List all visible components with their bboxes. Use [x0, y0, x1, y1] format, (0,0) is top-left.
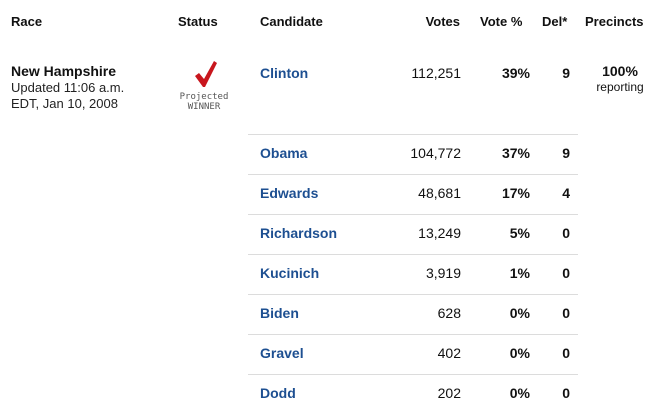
- candidate-delegates: 0: [562, 305, 570, 321]
- candidate-votes: 13,249: [418, 225, 461, 241]
- candidate-name-link[interactable]: Obama: [260, 145, 308, 161]
- candidate-delegates: 4: [562, 185, 570, 201]
- candidate-name-link[interactable]: Edwards: [260, 185, 319, 201]
- candidate-vote-pct: 39%: [501, 65, 530, 81]
- candidate-votes: 402: [437, 345, 461, 361]
- checkmark-icon: [195, 61, 217, 87]
- header-status: Status: [178, 14, 218, 29]
- candidate-vote-pct: 5%: [509, 225, 530, 241]
- row-separator: [248, 254, 578, 255]
- row-separator: [248, 214, 578, 215]
- status-text: Projected WINNER: [170, 92, 238, 112]
- row-separator: [248, 294, 578, 295]
- candidate-vote-pct: 0%: [509, 385, 530, 401]
- candidate-vote-pct: 0%: [509, 305, 530, 321]
- candidate-vote-pct: 37%: [501, 145, 530, 161]
- header-candidate: Candidate: [260, 14, 323, 29]
- candidate-name-link[interactable]: Dodd: [260, 385, 296, 401]
- candidate-delegates: 0: [562, 385, 570, 401]
- candidate-name-link[interactable]: Richardson: [260, 225, 338, 241]
- row-separator: [248, 374, 578, 375]
- candidate-delegates: 0: [562, 225, 570, 241]
- candidate-votes: 104,772: [410, 145, 461, 161]
- candidate-delegates: 0: [562, 345, 570, 361]
- candidate-votes: 202: [437, 385, 461, 401]
- row-separator: [248, 174, 578, 175]
- candidate-vote-pct: 0%: [509, 345, 530, 361]
- candidate-vote-pct: 17%: [501, 185, 530, 201]
- candidate-name-link[interactable]: Biden: [260, 305, 299, 321]
- candidate-delegates: 9: [562, 65, 570, 81]
- precincts-info: 100% reporting: [585, 63, 655, 94]
- row-separator: [248, 334, 578, 335]
- precincts-pct: 100%: [602, 63, 638, 79]
- status-winner: WINNER: [187, 102, 221, 112]
- candidate-votes: 112,251: [411, 65, 461, 81]
- precincts-label: reporting: [596, 80, 644, 94]
- projected-winner-badge: Projected WINNER: [170, 58, 238, 118]
- candidate-votes: 48,681: [418, 185, 461, 201]
- race-updated-line1: Updated 11:06 a.m.: [11, 80, 125, 95]
- candidate-votes: 3,919: [425, 265, 461, 281]
- header-race: Race: [11, 14, 43, 29]
- candidate-delegates: 9: [562, 145, 570, 161]
- header-precincts: Precincts: [585, 14, 644, 29]
- candidate-name-link[interactable]: Gravel: [260, 345, 304, 361]
- race-name: New Hampshire: [11, 63, 117, 79]
- candidate-name-link[interactable]: Kucinich: [260, 265, 320, 281]
- candidate-votes: 628: [437, 305, 461, 321]
- header-delegates: Del*: [542, 14, 568, 29]
- candidate-delegates: 0: [562, 265, 570, 281]
- race-updated-line2: EDT, Jan 10, 2008: [11, 96, 118, 111]
- row-separator: [248, 134, 578, 135]
- status-projected: Projected: [179, 92, 229, 102]
- header-vote-pct: Vote %: [480, 14, 523, 29]
- candidate-name-link[interactable]: Clinton: [260, 65, 309, 81]
- race-info: New Hampshire Updated 11:06 a.m. EDT, Ja…: [11, 63, 161, 112]
- candidate-vote-pct: 1%: [509, 265, 530, 281]
- header-votes: Votes: [425, 14, 460, 29]
